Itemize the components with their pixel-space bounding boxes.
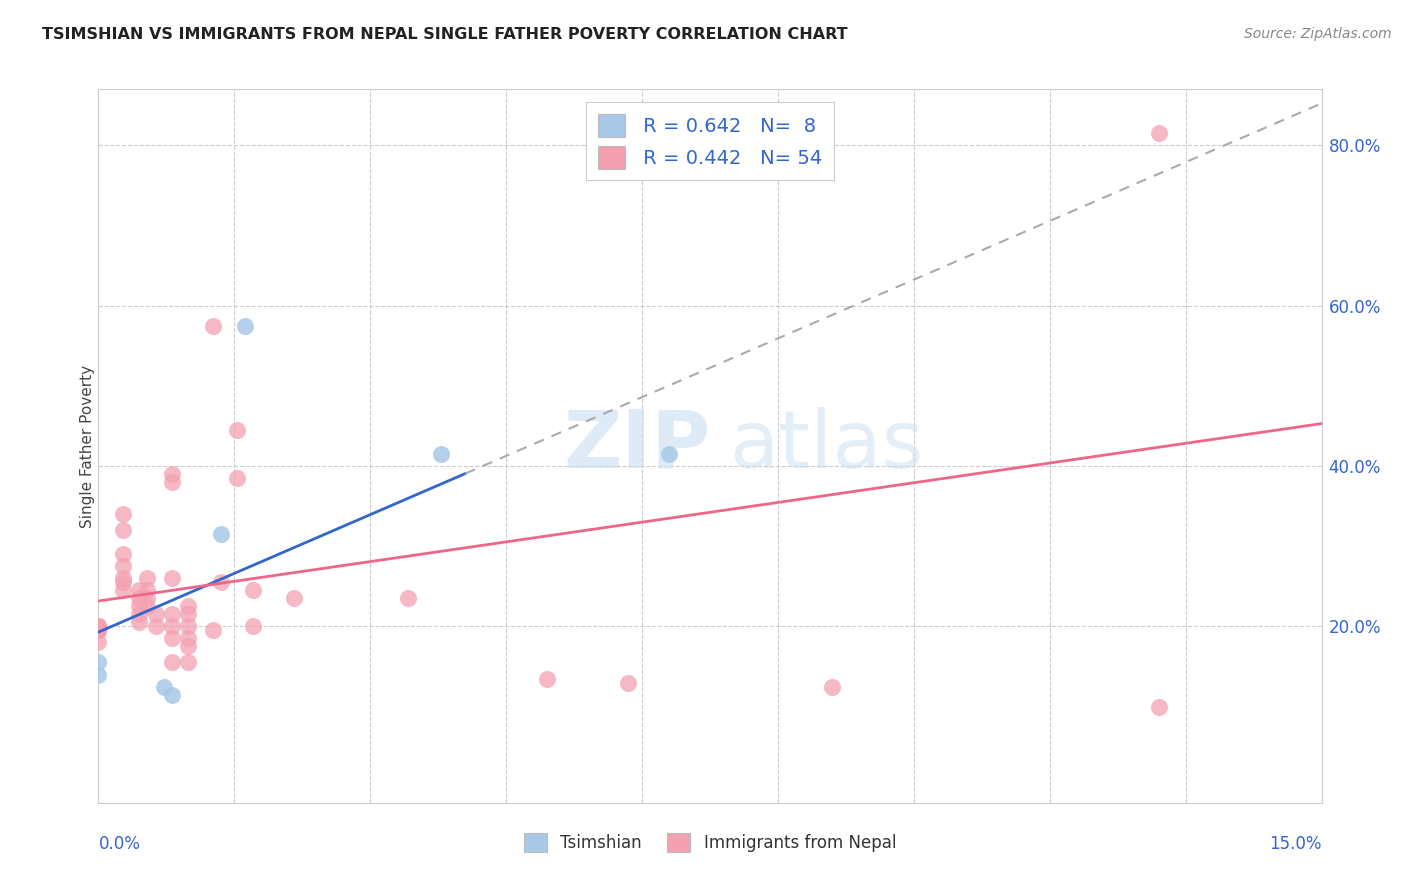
Point (821, 680, 844, 694)
Point (111, 559, 134, 574)
Point (209, 575, 232, 590)
Point (177, 619, 200, 633)
Point (136, 591, 159, 606)
Y-axis label: Single Father Poverty: Single Father Poverty (80, 365, 94, 527)
Point (87, 624, 110, 638)
Point (617, 675, 640, 690)
Point (177, 632, 200, 646)
Point (87, 619, 110, 633)
Point (111, 547, 134, 561)
Point (233, 318, 256, 333)
Text: TSIMSHIAN VS IMMIGRANTS FROM NEPAL SINGLE FATHER POVERTY CORRELATION CHART: TSIMSHIAN VS IMMIGRANTS FROM NEPAL SINGL… (42, 27, 848, 42)
Point (87, 619, 110, 633)
Point (111, 523, 134, 537)
Point (145, 607, 167, 622)
Point (160, 688, 183, 702)
Point (226, 423, 249, 437)
Point (145, 619, 167, 633)
Point (128, 607, 150, 622)
Point (87, 619, 110, 633)
Point (136, 599, 159, 614)
Point (128, 591, 150, 606)
Point (128, 583, 150, 598)
Text: ZIP: ZIP (562, 407, 710, 485)
Point (87, 624, 110, 638)
Point (226, 471, 249, 485)
Point (87, 635, 110, 649)
Point (242, 619, 264, 633)
Point (111, 575, 134, 590)
Point (111, 571, 134, 585)
Point (160, 656, 183, 670)
Text: atlas: atlas (730, 407, 924, 485)
Point (87, 667, 110, 681)
Point (177, 607, 200, 622)
Point (201, 624, 224, 638)
Point (536, 672, 558, 686)
Point (87, 624, 110, 638)
Point (111, 583, 134, 598)
Point (209, 527, 232, 541)
Point (650, 126, 672, 140)
Point (136, 583, 159, 598)
Point (152, 680, 174, 694)
Point (111, 507, 134, 521)
Point (201, 318, 224, 333)
Point (160, 467, 183, 481)
Point (128, 599, 150, 614)
Point (160, 475, 183, 489)
Point (128, 615, 150, 630)
Text: Source: ZipAtlas.com: Source: ZipAtlas.com (1244, 27, 1392, 41)
Point (160, 607, 183, 622)
Point (1147, 126, 1170, 140)
Point (1147, 699, 1170, 714)
Point (658, 447, 681, 461)
Point (136, 571, 159, 585)
Point (160, 632, 183, 646)
Point (177, 640, 200, 654)
Point (160, 571, 183, 585)
Point (242, 583, 264, 598)
Text: 15.0%: 15.0% (1270, 835, 1322, 853)
Text: 0.0%: 0.0% (98, 835, 141, 853)
Legend: Tsimshian, Immigrants from Nepal: Tsimshian, Immigrants from Nepal (517, 826, 903, 859)
Point (396, 591, 419, 606)
Point (87, 656, 110, 670)
Point (160, 619, 183, 633)
Point (87, 624, 110, 638)
Point (283, 591, 305, 606)
Point (177, 656, 200, 670)
Point (177, 599, 200, 614)
Point (430, 447, 453, 461)
